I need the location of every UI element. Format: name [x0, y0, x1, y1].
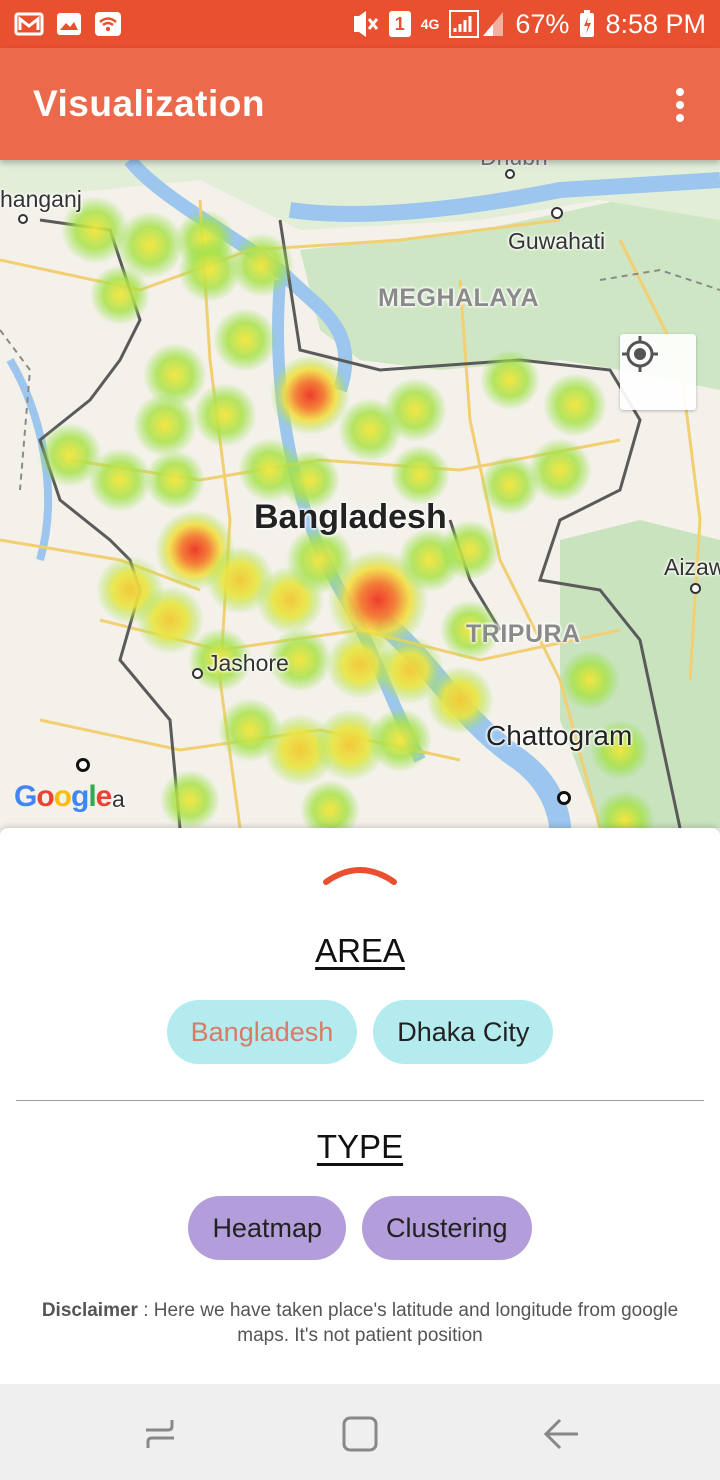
mute-icon [353, 11, 378, 37]
my-location-button[interactable] [620, 334, 696, 410]
type-section-title: TYPE [0, 1128, 720, 1166]
gallery-icon [57, 13, 81, 35]
back-icon[interactable] [540, 1412, 584, 1456]
city-marker [690, 583, 701, 594]
map-label-kishanganj: hanganj [0, 186, 82, 212]
filter-bottom-sheet: AREA Bangladesh Dhaka City TYPE Heatmap … [0, 828, 720, 1384]
home-icon[interactable] [338, 1412, 382, 1456]
area-chip-dhaka-city[interactable]: Dhaka City [373, 1000, 554, 1064]
page-title: Visualization [33, 83, 265, 124]
type-chip-group: Heatmap Clustering [0, 1196, 720, 1260]
app-bar: Visualization [0, 48, 720, 160]
area-title-text: AREA [315, 932, 405, 969]
map-label-meghalaya: MEGHALAYA [378, 284, 540, 312]
area-section-title: AREA [0, 932, 720, 970]
map-label-chattogram: Chattogram [486, 720, 633, 751]
recents-icon[interactable] [138, 1412, 182, 1456]
map-label-jashore: Jashore [207, 650, 289, 676]
type-chip-heatmap[interactable]: Heatmap [188, 1196, 346, 1260]
clock: 8:58 PM [605, 8, 706, 39]
status-system: 1 4G 67% 8:58 PM [351, 9, 706, 40]
status-bar: 1 4G 67% 8:58 PM [0, 0, 720, 48]
network-type: 4G [420, 16, 440, 32]
battery-percent: 67% [515, 8, 570, 39]
overflow-menu-icon[interactable] [676, 88, 684, 122]
type-chip-clustering[interactable]: Clustering [362, 1196, 532, 1260]
type-title-text: TYPE [316, 1128, 404, 1165]
google-attribution-logo: Google [14, 780, 112, 813]
map-label-guwahati: Guwahati [508, 228, 606, 254]
my-location-icon [622, 336, 658, 372]
section-divider [16, 1100, 704, 1101]
city-marker [551, 207, 563, 219]
city-marker [18, 214, 28, 224]
disclaimer-label: Disclaimer [41, 1300, 138, 1321]
disclaimer: Disclaimer : Here we have taken place's … [40, 1298, 680, 1348]
overflow-dot [676, 101, 684, 109]
city-marker [557, 791, 571, 805]
gmail-icon [14, 12, 44, 36]
map-view[interactable]: hanganj Dhubri Guwahati MEGHALAYA Bangla… [0, 160, 720, 828]
wifi-hotspot-icon [95, 12, 121, 36]
map-label-tripura: TRIPURA [466, 620, 581, 648]
map-label-bangladesh: Bangladesh [254, 498, 447, 536]
map-label-aizawl: Aizaw [664, 554, 720, 580]
overflow-dot [676, 114, 684, 122]
chevron-up-icon[interactable] [322, 858, 398, 888]
map-canvas [0, 160, 720, 828]
system-nav-bar [0, 1384, 720, 1480]
map-label-kolkata: a [112, 786, 125, 812]
battery-icon [580, 10, 595, 37]
area-chip-bangladesh[interactable]: Bangladesh [166, 1000, 358, 1064]
city-marker [76, 758, 90, 772]
area-chip-group: Bangladesh Dhaka City [0, 1000, 720, 1064]
overflow-dot [676, 88, 684, 96]
signal-icon [449, 10, 504, 38]
city-marker [505, 169, 515, 179]
disclaimer-text: : Here we have taken place's latitude an… [137, 1300, 679, 1346]
city-marker [192, 668, 203, 679]
status-notifications [14, 11, 122, 37]
sim-badge: 1 [388, 11, 411, 37]
map-label-dhubri: Dhubri [480, 160, 548, 171]
